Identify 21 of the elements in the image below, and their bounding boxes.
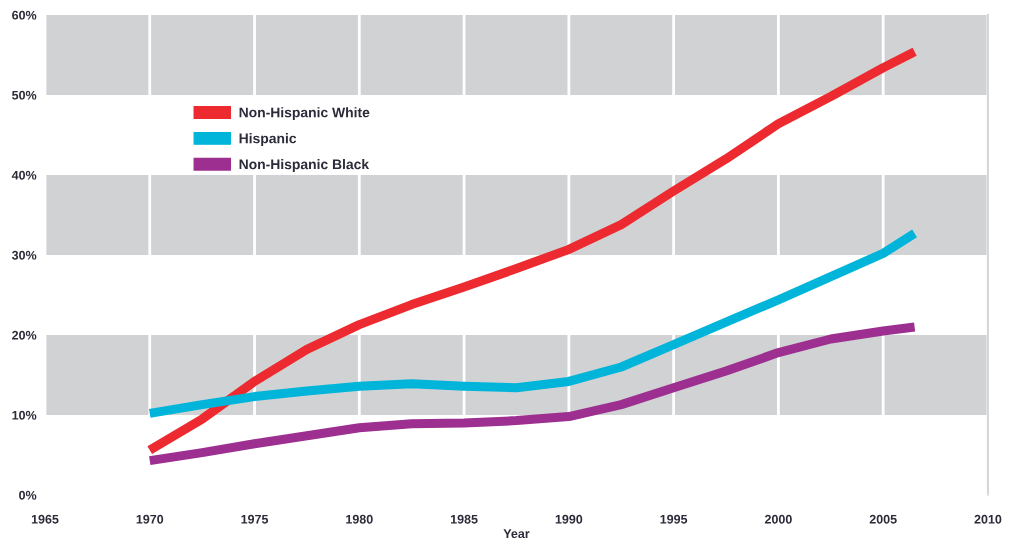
legend-label: Non-Hispanic Black: [239, 159, 370, 172]
y-tick-label: 60%: [12, 10, 37, 20]
y-tick-label: 10%: [12, 410, 37, 420]
y-tick-label: 40%: [11, 170, 37, 180]
legend-label: Hispanic: [239, 133, 297, 147]
x-tick-label: 2000: [764, 514, 792, 524]
x-tick-label: 1965: [31, 514, 59, 524]
x-tick-label: 2010: [974, 514, 1002, 524]
x-tick-label: 1985: [450, 514, 478, 524]
y-tick-label: 50%: [12, 90, 37, 100]
x-tick-label: 2005: [869, 514, 897, 524]
x-tick-label: 1990: [555, 514, 583, 524]
y-tick-label: 20%: [12, 330, 37, 340]
y-tick-label: 30%: [11, 250, 37, 260]
x-tick-label: 1975: [241, 514, 269, 524]
x-tick-label: 1970: [136, 514, 164, 524]
y-tick-label: 0%: [19, 490, 37, 500]
x-axis-title: Year: [503, 529, 530, 539]
x-tick-label: 1980: [346, 514, 373, 524]
legend-label: Non-Hispanic White: [239, 107, 370, 121]
x-tick-label: 1995: [660, 514, 688, 524]
